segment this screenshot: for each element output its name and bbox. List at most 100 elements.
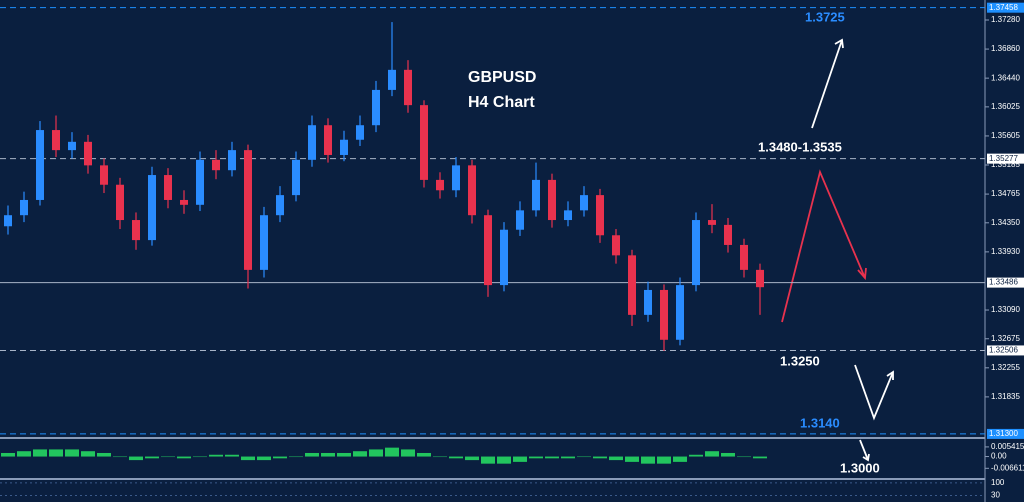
histogram-bar — [289, 456, 303, 458]
candle-body — [148, 175, 156, 241]
candle-body — [372, 89, 380, 126]
histogram-bar — [161, 456, 175, 458]
candle-body — [212, 159, 220, 171]
candle-body — [452, 165, 460, 191]
histogram-bar — [321, 452, 335, 457]
histogram-bar — [49, 449, 63, 457]
candle-body — [644, 289, 652, 315]
candle-body — [340, 139, 348, 155]
histogram-bar — [257, 456, 271, 461]
y-tick-label: 1.34765 — [991, 189, 1020, 198]
candle-body — [20, 199, 28, 216]
histogram-bar — [433, 456, 447, 458]
candle-body — [84, 141, 92, 166]
annotation: 1.3725 — [805, 9, 845, 24]
candle-body — [180, 199, 188, 205]
candle-body — [52, 130, 60, 151]
price-label: 1.32506 — [989, 346, 1018, 355]
histogram-bar — [17, 451, 31, 457]
y-tick-label: 1.31835 — [991, 392, 1020, 401]
candle-body — [708, 220, 716, 225]
histogram-bar — [609, 456, 623, 461]
price-label: 1.31300 — [989, 429, 1018, 438]
histogram-bar — [241, 456, 255, 461]
histogram-bar — [497, 456, 511, 464]
price-label: 1.37458 — [989, 3, 1018, 12]
price-label-box — [987, 277, 1024, 288]
y-tick-label: 1.32675 — [991, 334, 1020, 343]
candle-body — [692, 220, 700, 286]
candle-body — [580, 195, 588, 211]
histogram-bar — [33, 449, 47, 457]
histogram-bar — [209, 454, 223, 457]
y-tick-label: 1.35185 — [991, 160, 1020, 169]
histogram-bar — [737, 456, 751, 458]
histogram-bar — [673, 456, 687, 462]
histogram-bar — [417, 452, 431, 457]
arrow-head — [857, 267, 867, 281]
histogram-bar — [177, 456, 191, 459]
candle-body — [404, 69, 412, 106]
arrow-head — [862, 453, 870, 462]
y-tick-label: 1.32255 — [991, 363, 1020, 372]
histogram-bar — [705, 451, 719, 457]
y-tick-label: -0.006611 — [991, 463, 1024, 472]
histogram-bar — [689, 454, 703, 457]
histogram-bar — [657, 456, 671, 464]
y-tick-label: 30 — [991, 491, 1000, 500]
candle-body — [292, 159, 300, 196]
arrow-head — [886, 370, 894, 380]
candle-body — [532, 179, 540, 211]
candle-body — [612, 235, 620, 256]
histogram-bar — [193, 456, 207, 458]
candle-body — [596, 195, 604, 236]
candle-body — [564, 210, 572, 221]
candle-body — [196, 159, 204, 205]
histogram-bar — [721, 452, 735, 457]
y-tick-label: 1.34350 — [991, 218, 1020, 227]
candle-body — [660, 289, 668, 340]
chart-title: GBPUSD — [468, 69, 536, 86]
histogram-bar — [81, 451, 95, 457]
histogram-bar — [97, 452, 111, 457]
price-label-box — [987, 2, 1024, 13]
y-tick-label: 1.33090 — [991, 305, 1020, 314]
histogram-bar — [641, 456, 655, 464]
candle-body — [740, 244, 748, 270]
arrow — [811, 39, 843, 129]
y-tick-label: 0.005415 — [991, 442, 1024, 451]
y-tick-label: 1.36440 — [991, 73, 1020, 82]
histogram-bar — [385, 447, 399, 457]
histogram-bar — [753, 456, 767, 459]
candle-body — [260, 215, 268, 270]
candle-body — [388, 69, 396, 90]
histogram-bar — [337, 452, 351, 457]
candle-body — [228, 150, 236, 171]
candle-body — [468, 165, 476, 216]
candle-body — [116, 184, 124, 221]
candle-body — [484, 215, 492, 286]
arrow — [859, 439, 869, 461]
price-label: 1.35277 — [989, 154, 1018, 163]
histogram-bar — [577, 456, 591, 458]
candle-body — [308, 125, 316, 160]
annotation: 1.3000 — [840, 460, 880, 475]
candle-body — [724, 224, 732, 245]
y-tick-label: 1.33930 — [991, 247, 1020, 256]
candle-body — [756, 269, 764, 288]
histogram-bar — [129, 456, 143, 461]
histogram-bar — [625, 456, 639, 462]
forecast-arrows — [781, 38, 894, 462]
histogram-bar — [225, 454, 239, 457]
candle-body — [628, 255, 636, 315]
histogram-bar — [513, 456, 527, 462]
y-tick-label: 1.36025 — [991, 102, 1020, 111]
price-label-box — [987, 345, 1024, 356]
candle-body — [36, 130, 44, 200]
candle-body — [548, 179, 556, 221]
candle-body — [500, 229, 508, 286]
price-label: 1.33486 — [989, 278, 1018, 287]
candle-body — [324, 125, 332, 155]
candle-body — [356, 125, 364, 140]
